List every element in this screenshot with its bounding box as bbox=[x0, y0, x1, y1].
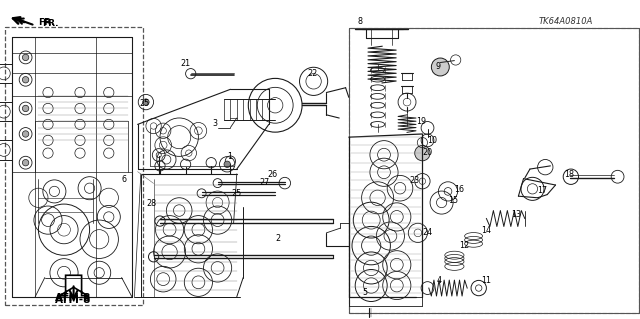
Circle shape bbox=[22, 131, 29, 137]
Text: 19: 19 bbox=[416, 117, 426, 126]
Text: 3: 3 bbox=[212, 119, 218, 128]
Text: 25: 25 bbox=[232, 189, 242, 198]
Circle shape bbox=[224, 161, 230, 167]
Text: FR.: FR. bbox=[42, 19, 58, 28]
Text: TK64A0810A: TK64A0810A bbox=[539, 17, 593, 26]
Text: 21: 21 bbox=[180, 59, 191, 68]
Bar bbox=[5, 27, 143, 305]
Text: 4: 4 bbox=[436, 276, 442, 285]
Circle shape bbox=[22, 54, 29, 61]
Bar bbox=[349, 28, 639, 313]
Text: 22: 22 bbox=[307, 69, 317, 78]
Text: 17: 17 bbox=[538, 186, 548, 195]
Text: 16: 16 bbox=[454, 185, 465, 194]
Text: 12: 12 bbox=[460, 241, 470, 250]
Circle shape bbox=[143, 99, 149, 105]
Text: 18: 18 bbox=[564, 170, 575, 179]
Text: 9: 9 bbox=[435, 62, 440, 71]
Text: 6: 6 bbox=[122, 175, 127, 184]
Text: 24: 24 bbox=[422, 228, 433, 237]
Text: 14: 14 bbox=[481, 226, 492, 235]
Text: 11: 11 bbox=[481, 276, 492, 285]
Text: 5: 5 bbox=[362, 288, 367, 297]
Text: 27: 27 bbox=[259, 178, 269, 187]
Circle shape bbox=[22, 160, 29, 166]
Text: 28: 28 bbox=[146, 199, 156, 208]
Circle shape bbox=[22, 77, 29, 83]
Text: 2: 2 bbox=[275, 234, 280, 243]
Text: ATM-8: ATM-8 bbox=[56, 295, 92, 305]
Text: 13: 13 bbox=[511, 210, 521, 219]
Text: 15: 15 bbox=[448, 197, 458, 205]
Text: 8: 8 bbox=[357, 17, 362, 26]
Text: FR.: FR. bbox=[38, 19, 54, 27]
Circle shape bbox=[431, 58, 449, 76]
Text: 20: 20 bbox=[422, 148, 433, 157]
Text: 10: 10 bbox=[428, 137, 438, 145]
Polygon shape bbox=[60, 275, 88, 296]
Text: 1: 1 bbox=[227, 152, 232, 161]
Circle shape bbox=[415, 145, 430, 161]
Text: 26: 26 bbox=[268, 170, 278, 179]
Text: 23: 23 bbox=[410, 176, 420, 185]
Circle shape bbox=[22, 105, 29, 112]
Text: ATM-8: ATM-8 bbox=[56, 293, 92, 303]
Text: 25: 25 bbox=[140, 99, 150, 108]
